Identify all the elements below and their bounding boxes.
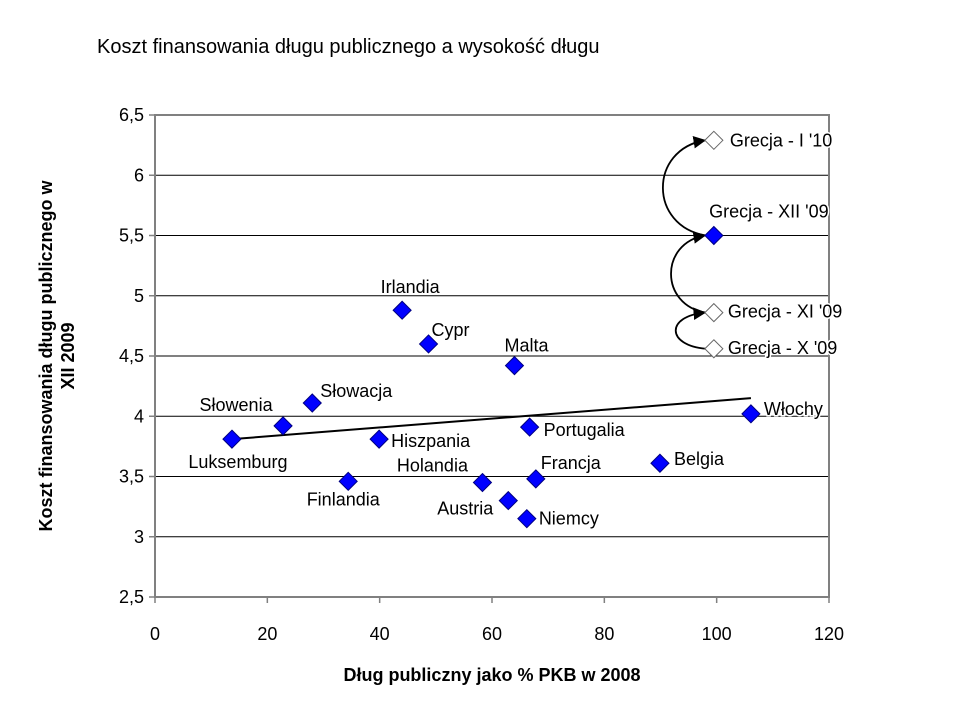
- y-tick-label: 6,5: [119, 105, 144, 125]
- data-point: [704, 130, 724, 151]
- data-point: [302, 393, 322, 413]
- data-point: [650, 453, 670, 473]
- data-label: Grecja - I '10: [730, 130, 832, 150]
- y-tick-label: 4,5: [119, 346, 144, 366]
- data-point: [498, 490, 518, 511]
- data-point: [504, 355, 525, 376]
- data-label: Grecja - XII '09: [709, 202, 828, 222]
- x-tick-label: 20: [257, 624, 277, 644]
- data-point: [741, 404, 761, 424]
- y-tick-label: 2,5: [119, 587, 144, 607]
- data-point: [519, 417, 540, 437]
- data-point: [517, 508, 537, 529]
- data-label: Luksemburg: [188, 452, 287, 472]
- trendline: [231, 397, 752, 441]
- x-tick-label: 120: [814, 624, 844, 644]
- data-label: Cypr: [432, 320, 470, 340]
- data-label: Grecja - X '09: [728, 338, 837, 358]
- data-point: [418, 334, 439, 354]
- data-point: [369, 429, 389, 449]
- data-label: Włochy: [764, 399, 823, 419]
- data-label: Finlandia: [307, 489, 381, 509]
- data-label: Niemcy: [539, 509, 599, 529]
- data-label: Portugalia: [544, 420, 626, 440]
- x-tick-label: 60: [482, 624, 502, 644]
- data-label: Austria: [437, 499, 494, 519]
- data-label: Słowacja: [320, 381, 393, 401]
- data-label: Malta: [504, 336, 549, 356]
- x-tick-label: 40: [370, 624, 390, 644]
- y-tick-label: 3: [134, 527, 144, 547]
- x-tick-label: 80: [594, 624, 614, 644]
- data-point: [392, 300, 412, 320]
- data-point: [526, 469, 546, 489]
- x-tick-label: 0: [150, 624, 160, 644]
- y-tick-label: 6: [134, 165, 144, 185]
- data-label: Belgia: [674, 449, 725, 469]
- data-point: [704, 302, 724, 323]
- arrow: [675, 307, 707, 350]
- y-tick-label: 3,5: [119, 467, 144, 487]
- x-tick-label: 100: [702, 624, 732, 644]
- data-label: Holandia: [397, 456, 469, 476]
- y-tick-label: 4: [134, 406, 144, 426]
- data-point: [704, 225, 724, 246]
- arrow: [661, 136, 707, 237]
- y-axis-title-line2: XII 2009: [58, 322, 78, 389]
- data-point: [273, 416, 293, 436]
- chart-title: Koszt finansowania długu publicznego a w…: [97, 36, 600, 58]
- data-label: Francja: [541, 453, 602, 473]
- y-axis-title-line1: Koszt finansowania długu publicznego w: [36, 180, 56, 532]
- data-point: [222, 429, 242, 449]
- data-point: [338, 471, 358, 492]
- data-label: Hiszpania: [391, 431, 471, 451]
- x-axis-title: Dług publiczny jako % PKB w 2008: [343, 665, 640, 685]
- y-tick-label: 5,5: [119, 226, 144, 246]
- data-point: [472, 472, 493, 493]
- arrow: [670, 231, 707, 314]
- data-label: Irlandia: [381, 277, 441, 297]
- y-tick-label: 5: [134, 286, 144, 306]
- data-label: Słowenia: [200, 395, 274, 415]
- data-label: Grecja - XI '09: [728, 302, 842, 322]
- data-point: [704, 339, 724, 359]
